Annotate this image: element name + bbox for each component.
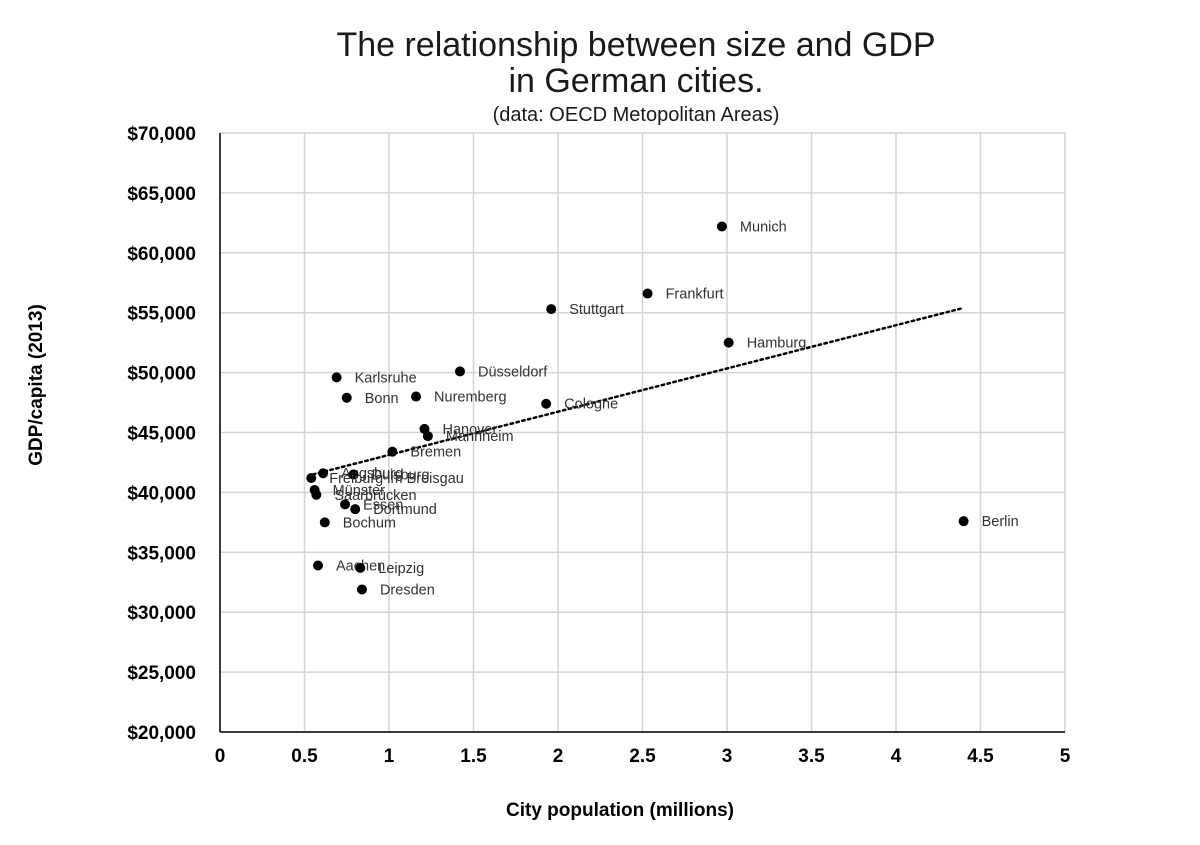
data-point [546,304,557,315]
data-point-label: Dortmund [373,502,437,518]
data-point [716,221,727,232]
x-axis-label: City population (millions) [506,800,734,821]
data-point-label: Essen [363,497,403,513]
data-point [541,398,552,409]
x-axis-ticks: 0 0.5 1 1.5 2 2.5 3 3.5 4 4.5 5 [215,746,1071,767]
data-point [319,517,330,528]
data-point-label: Stuttgart [569,302,624,318]
y-tick-label: $35,000 [127,543,196,564]
data-points: Munich Frankfurt Stuttgart Hamburg Karlsruhe… [306,219,1019,598]
y-tick-label: $45,000 [127,424,196,445]
data-point [356,584,367,595]
y-tick-label: $55,000 [127,304,196,325]
chart-subtitle: (data: OECD Metopolitan Areas) [492,104,780,126]
x-tick-label: 0 [215,746,226,767]
data-point [340,499,351,510]
data-point [642,288,653,299]
chart-title-line2: in German cities. [508,62,764,100]
data-point [341,392,352,403]
data-point-label: Nuremberg [434,390,507,406]
data-point [723,337,734,348]
x-tick-label: 1.5 [460,746,487,767]
data-point-label: Dresden [380,582,435,598]
x-tick-label: 2.5 [629,746,656,767]
grid-lines [219,132,1066,733]
x-tick-label: 1 [384,746,395,767]
data-point [958,516,969,527]
data-point [411,391,422,402]
x-tick-label: 3 [722,746,733,767]
chart-title-line1: The relationship between size and GDP [336,26,936,64]
data-point-label: Bochum [343,515,396,531]
data-point [422,431,433,442]
data-point [387,446,398,457]
data-point-label: Mannheim [446,429,514,445]
y-tick-label: $40,000 [127,483,196,504]
data-point [350,504,361,515]
x-tick-label: 5 [1060,746,1071,767]
y-tick-label: $25,000 [127,663,196,684]
y-tick-label: $50,000 [127,364,196,385]
trendline [311,306,965,476]
data-point [318,468,329,479]
data-point-label: Munich [740,219,787,235]
x-tick-label: 2 [553,746,564,767]
data-point-label: Cologne [564,397,618,413]
data-point [348,469,359,480]
data-point-label: Münster [333,483,386,499]
data-point-label: Karlsruhe [355,370,417,386]
data-point-label: Bonn [365,391,399,407]
data-point-label: Duisburg [372,467,430,483]
data-point-label: Bremen [410,445,461,461]
data-point [454,366,465,377]
data-point [306,473,317,484]
data-point-label: Saarbrücken [334,488,416,504]
y-tick-label: $20,000 [127,723,196,744]
x-tick-label: 0.5 [291,746,318,767]
y-tick-label: $65,000 [127,184,196,205]
x-tick-label: 3.5 [798,746,825,767]
data-point-label: Düsseldorf [478,364,548,380]
y-axis-label: GDP/capita (2013) [26,304,47,466]
trendline-path [311,306,965,476]
data-point-label: Freiburg im Breisgau [329,471,464,487]
data-point [355,562,366,573]
data-point-label: Frankfurt [666,287,724,303]
y-tick-label: $30,000 [127,603,196,624]
y-axis-ticks: $20,000 $25,000 $30,000 $35,000 $40,000 $45,0… [127,124,196,744]
data-point-label: Hanover [442,422,497,438]
data-point [331,372,342,383]
x-tick-label: 4.5 [967,746,994,767]
data-point-label: Berlin [982,514,1019,530]
data-point [311,489,322,500]
data-point-label: Hamburg [747,336,807,352]
x-tick-label: 4 [891,746,902,767]
data-point-label: Leipzig [378,561,424,577]
y-tick-label: $60,000 [127,244,196,265]
data-point [313,560,324,571]
y-tick-label: $70,000 [127,124,196,145]
